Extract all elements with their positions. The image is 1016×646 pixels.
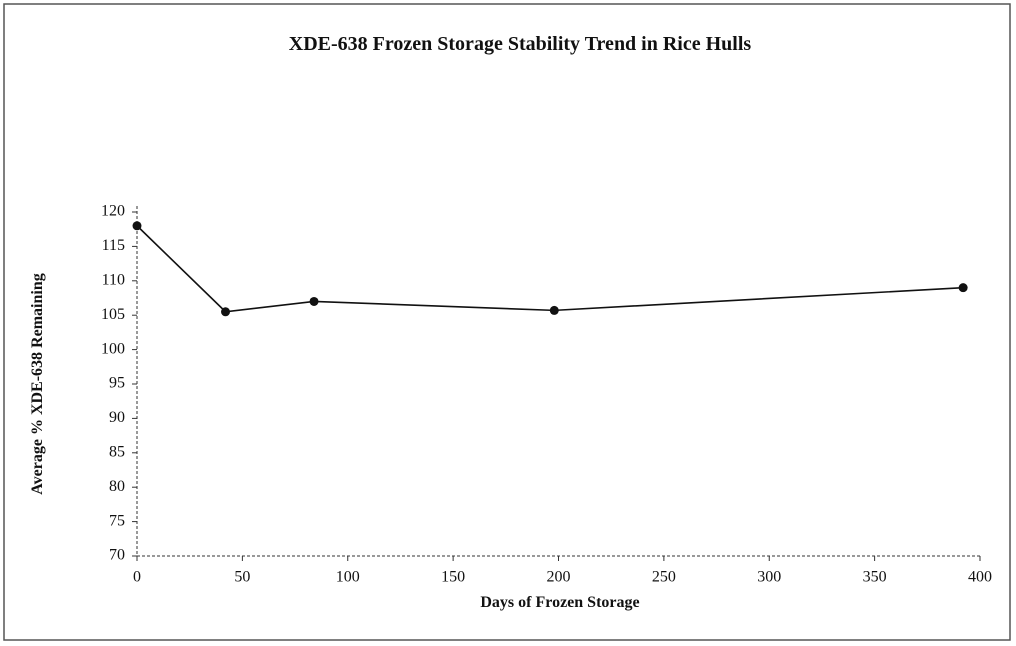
y-tick-label: 95: [109, 375, 125, 392]
y-tick-label: 120: [101, 203, 125, 220]
y-tick-label: 105: [101, 306, 125, 323]
data-point: [221, 307, 231, 317]
x-tick-label: 50: [234, 569, 250, 586]
y-axis-label: Average % XDE-638 Remaining: [29, 273, 46, 494]
y-tick-label: 75: [109, 512, 125, 529]
x-tick-label: 100: [336, 569, 360, 586]
x-tick-label: 0: [133, 569, 141, 586]
data-point: [132, 221, 142, 231]
y-tick-label: 110: [102, 271, 125, 288]
y-tick-label: 85: [109, 443, 125, 460]
x-tick-label: 200: [547, 569, 571, 586]
x-axis-label: Days of Frozen Storage: [480, 594, 639, 611]
data-point: [309, 296, 319, 306]
x-tick-label: 350: [863, 569, 887, 586]
x-tick-label: 150: [441, 569, 465, 586]
y-tick-label: 90: [109, 409, 125, 426]
y-tick-label: 70: [109, 547, 125, 564]
chart-title: XDE-638 Frozen Storage Stability Trend i…: [289, 33, 752, 55]
chart-frame: [3, 3, 1011, 641]
series-line: [136, 225, 964, 313]
x-tick-label: 400: [968, 569, 992, 586]
data-point: [549, 305, 559, 315]
x-tick-label: 300: [757, 569, 781, 586]
data-point: [958, 283, 968, 293]
y-tick-label: 80: [109, 478, 125, 495]
y-tick-label: 115: [102, 237, 125, 254]
y-tick-label: 100: [101, 340, 125, 357]
x-tick-label: 250: [652, 569, 676, 586]
